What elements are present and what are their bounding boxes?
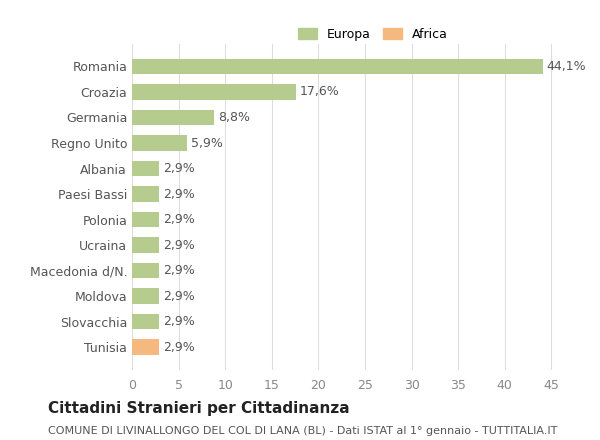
Text: 2,9%: 2,9% <box>163 238 194 252</box>
Bar <box>132 289 159 304</box>
Text: 2,9%: 2,9% <box>163 315 194 328</box>
Bar <box>132 84 296 99</box>
Bar <box>132 161 159 176</box>
Bar <box>132 136 187 150</box>
Bar <box>132 314 159 329</box>
Text: 17,6%: 17,6% <box>300 85 340 99</box>
Legend: Europa, Africa: Europa, Africa <box>294 24 452 45</box>
Text: Cittadini Stranieri per Cittadinanza: Cittadini Stranieri per Cittadinanza <box>48 401 350 416</box>
Text: COMUNE DI LIVINALLONGO DEL COL DI LANA (BL) - Dati ISTAT al 1° gennaio - TUTTITA: COMUNE DI LIVINALLONGO DEL COL DI LANA (… <box>48 425 557 436</box>
Bar <box>132 187 159 202</box>
Text: 5,9%: 5,9% <box>191 136 223 150</box>
Bar <box>132 340 159 355</box>
Text: 8,8%: 8,8% <box>218 111 250 124</box>
Text: 2,9%: 2,9% <box>163 341 194 354</box>
Bar <box>132 263 159 278</box>
Text: 2,9%: 2,9% <box>163 187 194 201</box>
Bar <box>132 59 543 74</box>
Text: 2,9%: 2,9% <box>163 290 194 303</box>
Bar <box>132 238 159 253</box>
Text: 2,9%: 2,9% <box>163 264 194 277</box>
Text: 2,9%: 2,9% <box>163 162 194 175</box>
Text: 44,1%: 44,1% <box>547 60 586 73</box>
Bar <box>132 212 159 227</box>
Bar <box>132 110 214 125</box>
Text: 2,9%: 2,9% <box>163 213 194 226</box>
